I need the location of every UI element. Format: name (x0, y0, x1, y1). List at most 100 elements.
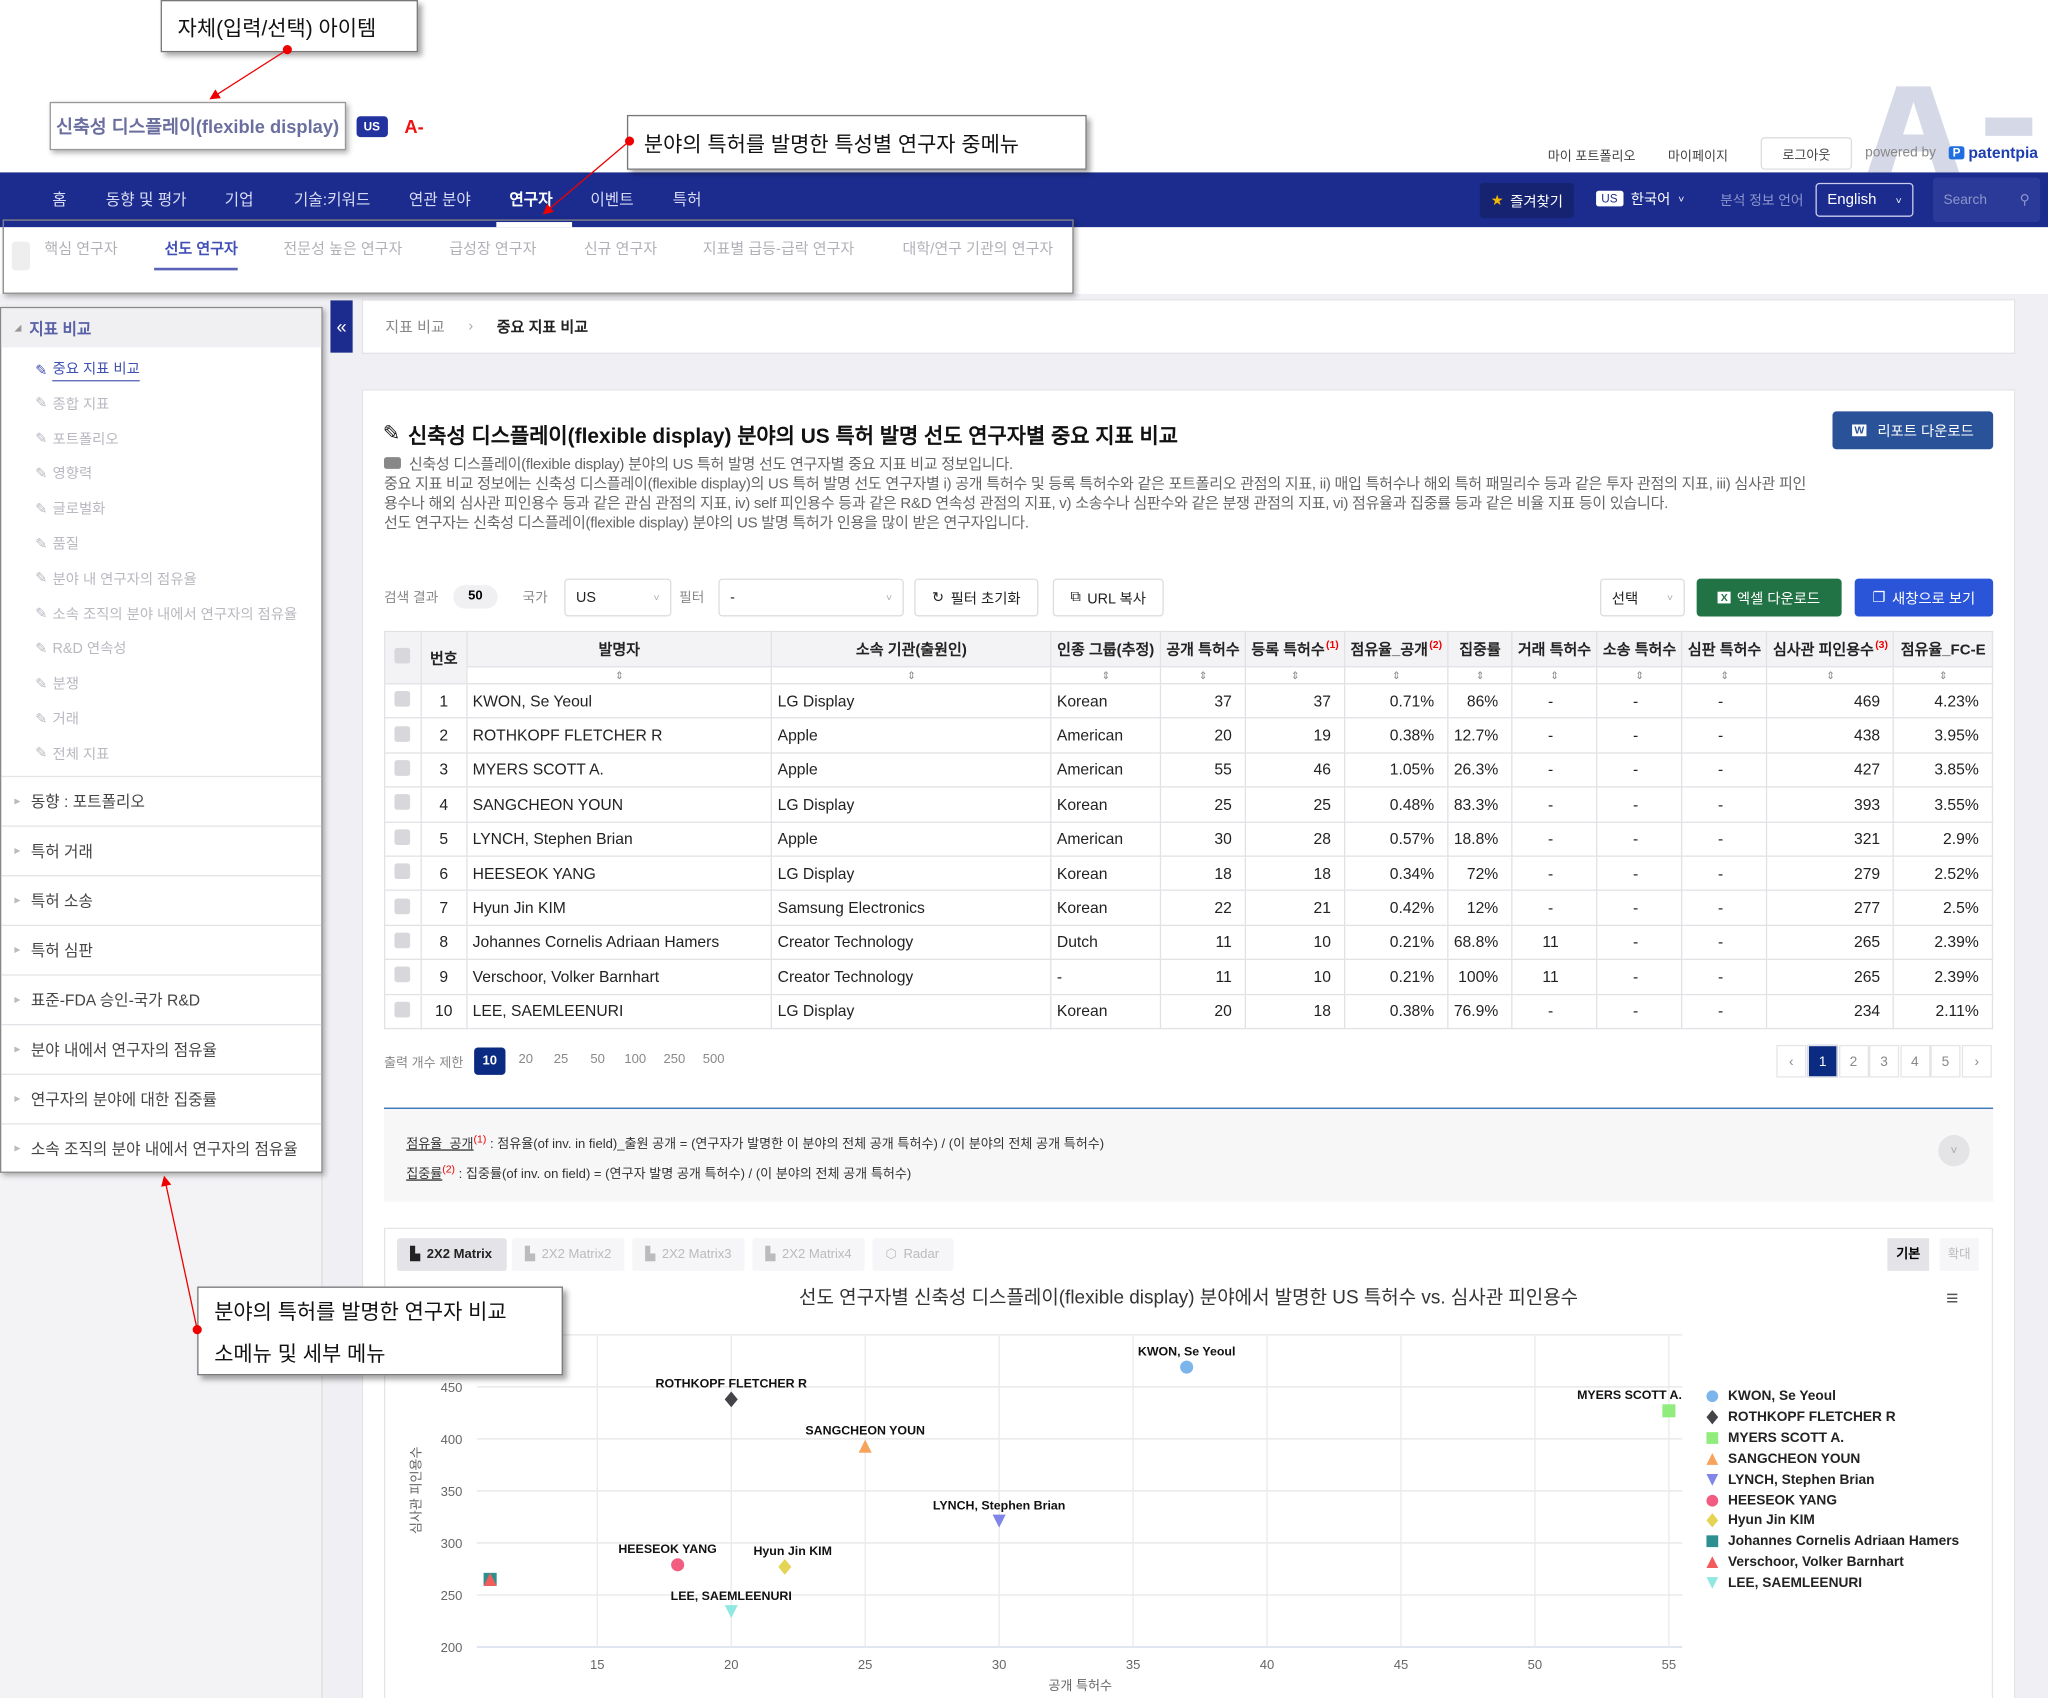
sidebar-section[interactable]: ▶ 특허 심판 (1, 924, 322, 975)
table-row[interactable]: 2 ROTHKOPF FLETCHER R Apple American 20 19 0.3… (384, 717, 1994, 754)
data-point[interactable]: MYERS SCOTT A. (1577, 1388, 1682, 1418)
submenu-item[interactable]: 대학/연구 기관의 연구자 (902, 241, 1054, 258)
checkbox[interactable] (394, 863, 411, 880)
limit-option[interactable]: 25 (553, 1052, 569, 1068)
limit-option[interactable]: 10 (474, 1047, 506, 1075)
mypage-link[interactable]: 마이페이지 (1667, 150, 1728, 165)
checkbox[interactable] (394, 932, 411, 949)
sidebar-section[interactable]: ▶ 특허 소송 (1, 875, 322, 925)
checkbox[interactable] (394, 794, 411, 811)
sidebar-subitem[interactable]: ✎ 중요 지표 비교 (35, 358, 140, 382)
row-checkbox-cell[interactable] (384, 993, 422, 1030)
logout-button[interactable]: 로그아웃 (1760, 137, 1853, 170)
column-select[interactable]: 선택 ˅ (1599, 578, 1685, 617)
excel-download-button[interactable]: X 엑셀 다운로드 (1696, 578, 1842, 617)
chart-tab[interactable]: ▙ 2X2 Matrix3 (632, 1238, 745, 1271)
sidebar-section[interactable]: ▶ 연구자의 분야에 대한 집중률 (1, 1073, 322, 1124)
sort-icon[interactable]: ⇕ (1343, 666, 1449, 685)
checkbox[interactable] (394, 897, 411, 914)
search-input[interactable]: Search ⚲ (1933, 177, 2041, 223)
legend-item[interactable]: Verschoor, Volker Barnhart (1704, 1555, 1904, 1570)
sort-icon[interactable]: ⇕ (1244, 666, 1346, 685)
row-checkbox-cell[interactable] (384, 820, 422, 857)
limit-option[interactable]: 500 (702, 1052, 725, 1068)
copy-url-button[interactable]: ⧉ URL 복사 (1052, 578, 1164, 617)
page-button[interactable]: 1 (1807, 1044, 1838, 1078)
table-row[interactable]: 4 SANGCHEON YOUN LG Display Korean 25 25 0.48%… (384, 786, 1994, 823)
submenu-item[interactable]: 전문성 높은 연구자 (283, 241, 403, 258)
country-select[interactable]: US ˅ (564, 578, 672, 617)
analysis-language-select[interactable]: English ˅ (1815, 182, 1914, 217)
column-header[interactable]: 거래 특허수 (1511, 630, 1598, 668)
checkbox[interactable] (394, 725, 411, 742)
column-header[interactable]: 집중률 (1447, 630, 1513, 668)
row-checkbox-cell[interactable] (384, 786, 422, 823)
table-row[interactable]: 10 LEE, SAEMLEENURI LG Display Korean 20 18 0.… (384, 993, 1994, 1030)
language-select[interactable]: US 한국어 ˅ (1596, 188, 1684, 209)
sidebar-subitem[interactable]: ✎ 전체 지표 (35, 743, 109, 764)
sidebar-subitem[interactable]: ✎ 포트폴리오 (35, 428, 118, 449)
page-button[interactable]: 5 (1930, 1044, 1961, 1078)
column-header[interactable]: 공개 특허수 (1159, 630, 1247, 668)
sidebar-header[interactable]: ◢ 지표 비교 (1, 308, 322, 348)
column-header[interactable]: 번호 (420, 630, 468, 685)
table-row[interactable]: 1 KWON, Se Yeoul LG Display Korean 37 37 0.71%… (384, 683, 1994, 719)
nav-item[interactable]: 특허 (672, 190, 702, 209)
report-download-button[interactable]: W 리포트 다운로드 (1832, 411, 1994, 450)
data-point[interactable]: ROTHKOPF FLETCHER R (656, 1377, 807, 1408)
prev-page-button[interactable]: ‹ (1776, 1044, 1807, 1078)
sidebar-subitem[interactable]: ✎ 종합 지표 (35, 393, 109, 414)
legend-item[interactable]: HEESEOK YANG (1704, 1492, 1837, 1508)
column-header[interactable]: 심판 특허수 (1681, 630, 1768, 668)
data-point[interactable]: Hyun Jin KIM (753, 1544, 832, 1575)
legend-item[interactable]: MYERS SCOTT A. (1704, 1430, 1844, 1446)
legend-item[interactable]: Hyun Jin KIM (1704, 1513, 1815, 1529)
select-all-checkbox[interactable] (384, 630, 422, 685)
data-point[interactable]: LYNCH, Stephen Brian (933, 1498, 1065, 1528)
new-window-button[interactable]: ❐ 새창으로 보기 (1854, 578, 1994, 617)
data-point[interactable]: SANGCHEON YOUN (805, 1423, 925, 1453)
legend-item[interactable]: ROTHKOPF FLETCHER R (1704, 1409, 1896, 1425)
page-button[interactable]: 2 (1838, 1044, 1869, 1078)
table-row[interactable]: 6 HEESEOK YANG LG Display Korean 18 18 0.34% 72… (384, 855, 1994, 892)
sidebar-section[interactable]: ▶ 표준-FDA 승인-국가 R&D (1, 974, 322, 1024)
submenu-item[interactable]: 신규 연구자 (583, 241, 658, 258)
sidebar-section[interactable]: ▶ 분야 내에서 연구자의 점유율 (1, 1023, 322, 1074)
sidebar-subitem[interactable]: ✎ 분쟁 (35, 673, 79, 694)
sidebar-subitem[interactable]: ✎ 영향력 (35, 463, 92, 484)
column-header[interactable]: 등록 특허수(1) (1244, 630, 1346, 668)
column-header[interactable]: 점유율_FC-E (1893, 630, 1994, 668)
sort-icon[interactable]: ⇕ (1050, 666, 1162, 685)
data-point[interactable]: KWON, Se Yeoul (1138, 1344, 1236, 1374)
row-checkbox-cell[interactable] (384, 717, 422, 754)
data-point[interactable] (483, 1572, 497, 1586)
footnote-term[interactable]: 점유율_공개 (406, 1137, 474, 1152)
sidebar-subitem[interactable]: ✎ R&D 연속성 (35, 638, 126, 659)
favorites-button[interactable]: ★ 즐겨찾기 (1479, 182, 1574, 219)
legend-item[interactable]: KWON, Se Yeoul (1704, 1388, 1836, 1404)
table-row[interactable]: 9 Verschoor, Volker Barnhart Creator Techn… (384, 958, 1994, 995)
row-checkbox-cell[interactable] (384, 958, 422, 995)
chart-tab[interactable]: ▙ 2X2 Matrix (397, 1238, 507, 1271)
column-header[interactable]: 심사관 피인용수(3) (1766, 630, 1895, 668)
page-button[interactable]: 4 (1899, 1044, 1930, 1078)
submenu-item[interactable]: 선도 연구자 (164, 241, 238, 258)
chart-tab[interactable]: ▙ 2X2 Matrix4 (752, 1238, 865, 1271)
legend-item[interactable]: Johannes Cornelis Adriaan Hamers (1704, 1534, 1959, 1549)
sidebar-section[interactable]: ▶ 특허 거래 (1, 825, 322, 875)
field-name[interactable]: 신축성 디스플레이(flexible display) (49, 101, 346, 151)
expand-footnotes-button[interactable]: ˅ (1938, 1135, 1970, 1167)
nav-item[interactable]: 홈 (52, 190, 67, 209)
sort-icon[interactable]: ⇕ (1766, 666, 1895, 685)
sidebar-subitem[interactable]: ✎ 글로벌화 (35, 498, 105, 519)
hamburger-menu-icon[interactable]: ≡ (1946, 1287, 1959, 1311)
checkbox[interactable] (394, 966, 411, 983)
column-header[interactable]: 소송 특허수 (1596, 630, 1683, 668)
legend-item[interactable]: LYNCH, Stephen Brian (1704, 1471, 1875, 1487)
sidebar-subitem[interactable]: ✎ 분야 내 연구자의 점유율 (35, 568, 196, 589)
table-row[interactable]: 7 Hyun Jin KIM Samsung Electronics Korean 22… (384, 889, 1994, 926)
sidebar-section[interactable]: ▶ 동향 : 포트폴리오 (1, 775, 322, 826)
submenu-item[interactable]: 지표별 급등-급락 연구자 (702, 241, 855, 258)
chart-tab[interactable]: ⬡ Radar (872, 1238, 954, 1271)
limit-option[interactable]: 50 (590, 1052, 605, 1068)
